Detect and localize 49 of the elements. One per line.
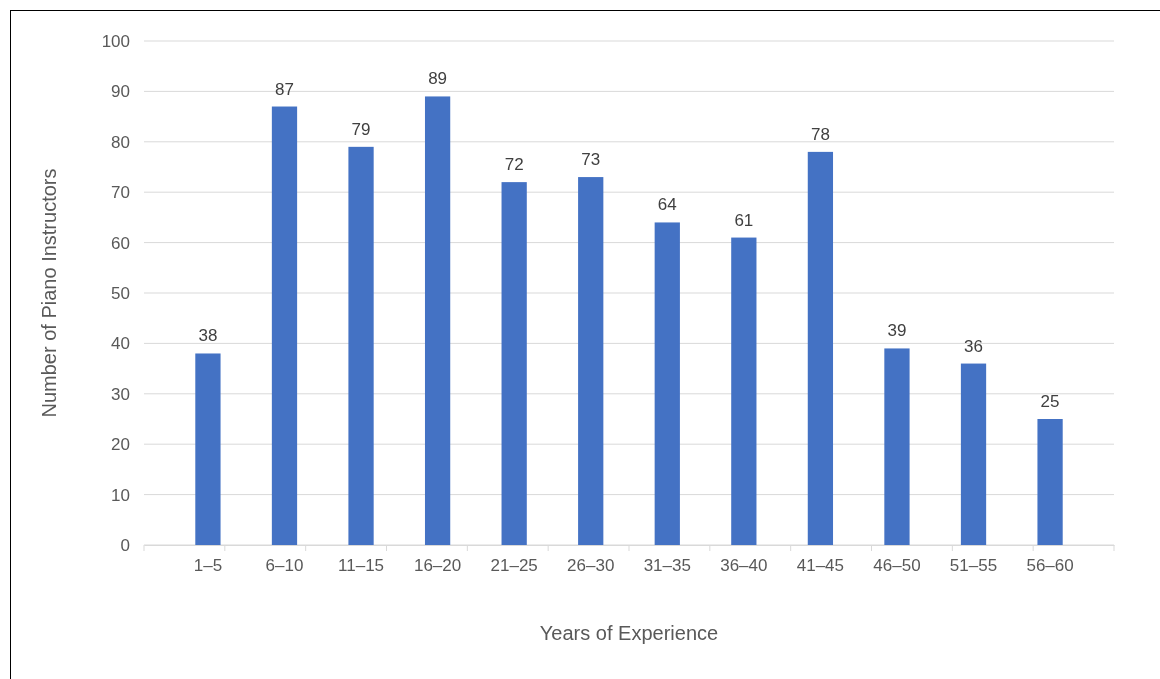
data-label: 61 — [734, 210, 754, 230]
data-label: 39 — [887, 321, 907, 341]
y-tick-label: 0 — [120, 535, 130, 555]
x-tick-label: 21–25 — [490, 556, 538, 576]
bar — [348, 146, 374, 545]
bar — [884, 348, 910, 545]
data-label: 25 — [1040, 392, 1060, 411]
data-label: 73 — [581, 150, 601, 170]
x-tick-label: 6–10 — [265, 556, 304, 576]
x-tick-label: 11–15 — [338, 556, 385, 576]
data-label: 87 — [275, 79, 294, 99]
data-label: 36 — [964, 336, 983, 356]
x-axis-title: Years of Experience — [539, 622, 719, 644]
y-tick-label: 50 — [111, 283, 130, 303]
y-tick-label: 10 — [111, 485, 130, 505]
x-tick-label: 31–35 — [643, 556, 691, 576]
x-tick-label: 16–20 — [413, 556, 462, 576]
data-label: 38 — [198, 326, 218, 346]
data-label: 79 — [351, 119, 371, 139]
bar — [960, 363, 987, 545]
y-tick-label: 60 — [111, 233, 130, 253]
y-tick-label: 20 — [111, 435, 130, 455]
y-tick-label: 30 — [111, 384, 130, 404]
x-tick-label: 51–55 — [949, 556, 998, 576]
data-label: 64 — [657, 195, 677, 215]
x-tick-label: 46–50 — [873, 556, 921, 576]
x-tick-label: 1–5 — [193, 556, 223, 576]
y-tick-label: 80 — [111, 132, 130, 152]
bar — [731, 237, 757, 545]
y-tick-label: 90 — [111, 82, 130, 102]
y-tick-label: 70 — [111, 183, 130, 203]
bar — [501, 182, 527, 545]
y-axis-title: Number of Piano Instructors — [38, 168, 60, 418]
x-tick-label: 36–40 — [720, 556, 768, 576]
y-tick-label: 40 — [111, 334, 130, 354]
bar — [1037, 419, 1063, 545]
data-label: 89 — [428, 69, 448, 89]
y-tick-label: 100 — [101, 31, 130, 51]
data-label: 72 — [504, 155, 524, 175]
bar — [578, 177, 604, 545]
bar — [271, 106, 298, 545]
data-label: 78 — [810, 124, 830, 144]
bar — [654, 222, 680, 545]
bar — [195, 353, 221, 545]
x-tick-label: 41–45 — [796, 556, 845, 576]
x-tick-label: 26–30 — [567, 556, 615, 576]
bar — [424, 96, 451, 545]
bar — [807, 151, 834, 545]
x-tick-label: 56–60 — [1026, 556, 1074, 576]
